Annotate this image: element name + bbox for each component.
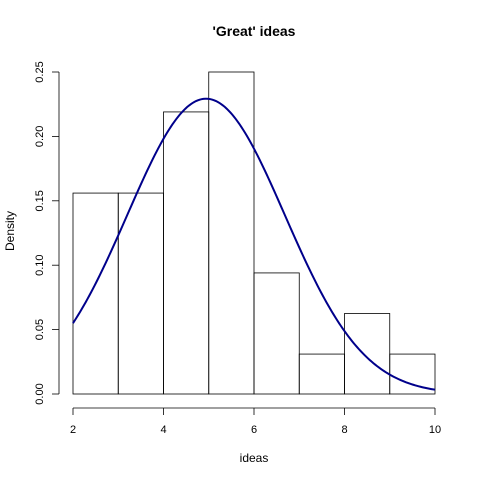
x-tick-label-4: 8 — [341, 424, 347, 436]
x-axis: 2 4 6 8 10 — [70, 407, 441, 436]
histogram-bar-6 — [298, 353, 345, 395]
density-curve-layer — [72, 97, 436, 391]
y-tick-label-2: 0.05 — [34, 319, 46, 340]
histogram-bar-7 — [344, 313, 391, 395]
y-axis-label: Density — [3, 211, 17, 251]
x-tick-label-5: 10 — [429, 424, 441, 436]
histogram-bars — [72, 71, 436, 395]
y-tick-label-4: 0.15 — [34, 190, 46, 211]
histogram-bar-1 — [72, 192, 119, 395]
x-axis-label: ideas — [240, 451, 269, 465]
y-tick-label-6: 0.25 — [34, 61, 46, 82]
histogram-bar-4 — [208, 71, 255, 395]
x-tick-label-1: 2 — [70, 424, 76, 436]
histogram-bar-3 — [163, 111, 210, 395]
y-axis: 0.00 0.05 0.10 0.15 0.20 0.25 — [34, 61, 60, 405]
x-tick-label-3: 6 — [251, 424, 257, 436]
x-tick-label-2: 4 — [160, 424, 166, 436]
chart-title: 'Great' ideas — [213, 23, 296, 39]
histogram-bar-5 — [253, 272, 300, 395]
histogram-bar-2 — [117, 192, 164, 395]
y-tick-label-3: 0.10 — [34, 254, 46, 275]
y-tick-label-5: 0.20 — [34, 126, 46, 147]
y-tick-label-1: 0.00 — [34, 383, 46, 404]
density-curve — [72, 97, 436, 391]
